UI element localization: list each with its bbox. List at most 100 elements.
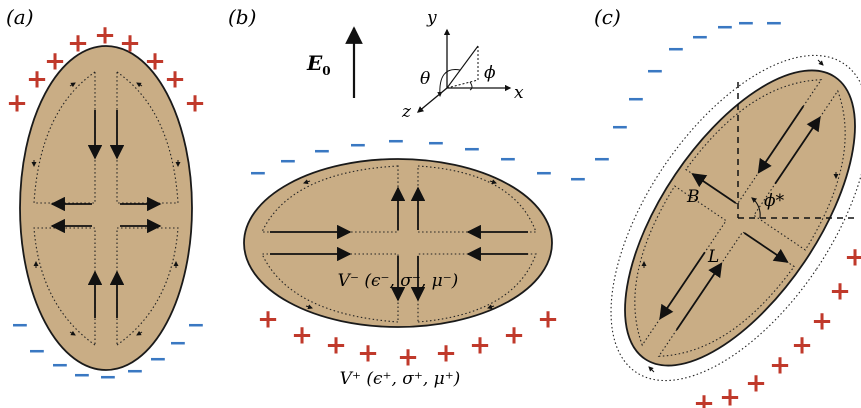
flow-loop-a bbox=[116, 227, 179, 347]
flow-arrow bbox=[743, 232, 789, 263]
minus-charge: − bbox=[611, 115, 629, 140]
minus-charge: − bbox=[11, 313, 29, 338]
flow-loop-a bbox=[33, 227, 96, 347]
minus-charge: − bbox=[99, 365, 117, 390]
surface-charges-a: + + ++ ++ ++ +−−− − − − −−− bbox=[6, 21, 206, 391]
loop-arrowhead bbox=[69, 82, 76, 88]
plus-charge: + bbox=[435, 339, 457, 369]
flow-loop-c bbox=[657, 231, 795, 357]
inner-region-label: V⁻ (ϵ⁻, σ⁻, μ⁻) bbox=[338, 271, 459, 291]
flow-arrow bbox=[675, 262, 723, 331]
theta-arc bbox=[437, 69, 461, 97]
surface-charges-b: ++ + + + + + ++− − − − − − − −− bbox=[249, 129, 559, 373]
drop-b bbox=[243, 158, 553, 328]
minus-charge: − bbox=[349, 133, 367, 158]
plus-charge: + bbox=[291, 321, 313, 351]
plus-charge: + bbox=[769, 351, 791, 381]
phi-label: ϕ bbox=[484, 63, 496, 83]
plus-charge: + bbox=[164, 65, 186, 95]
plus-charge: + bbox=[397, 343, 419, 373]
minus-charge: − bbox=[716, 15, 734, 40]
flow-arrow bbox=[757, 105, 805, 174]
plus-charge: + bbox=[67, 29, 89, 59]
minus-charge: − bbox=[149, 347, 167, 372]
plus-charge: + bbox=[325, 331, 347, 361]
panel-a-label: (a) bbox=[6, 5, 34, 29]
loop-arrowhead bbox=[817, 59, 824, 66]
plus-charge: + bbox=[257, 305, 279, 335]
x-axis-label: x bbox=[514, 83, 524, 103]
coordinate-axes: y x z θ ϕ bbox=[401, 8, 524, 122]
y-axis-label: y bbox=[426, 8, 437, 28]
flow-arrow bbox=[774, 116, 821, 185]
minus-charge: − bbox=[51, 353, 69, 378]
flow-arrow bbox=[659, 251, 706, 320]
minus-charge: − bbox=[313, 139, 331, 164]
loop-arrowhead bbox=[303, 179, 311, 185]
z-axis-line bbox=[416, 87, 448, 113]
plus-charge: + bbox=[693, 389, 715, 408]
flow-loop-a bbox=[116, 70, 179, 204]
plus-charge: + bbox=[44, 47, 66, 77]
plus-charge: + bbox=[745, 369, 767, 399]
loop-arrowhead bbox=[489, 179, 497, 185]
axis-l-label: L bbox=[707, 247, 719, 267]
minus-charge: − bbox=[593, 147, 611, 172]
minus-charge: − bbox=[169, 331, 187, 356]
flow-arrow bbox=[691, 173, 737, 204]
plus-charge: + bbox=[844, 243, 861, 273]
minus-charge: − bbox=[28, 339, 46, 364]
surface-charges-c: ++++++++−−−−−− − − − − bbox=[569, 11, 861, 408]
minus-charge: − bbox=[535, 161, 553, 186]
projection-line bbox=[446, 79, 479, 89]
loop-arrowhead bbox=[69, 330, 76, 336]
minus-charge: − bbox=[387, 129, 405, 154]
plus-charge: + bbox=[791, 331, 813, 361]
panel-b: (b) E0 y x z θ ϕ bbox=[228, 5, 559, 389]
plus-charge: + bbox=[829, 277, 851, 307]
minus-charge: − bbox=[646, 59, 664, 84]
minus-charge: − bbox=[73, 363, 91, 388]
panel-c: (c) ϕ* B L ++++++++−−−−−− − − − − bbox=[569, 5, 861, 408]
minus-charge: − bbox=[187, 313, 205, 338]
phi-star-arc bbox=[751, 197, 761, 219]
drop-a bbox=[19, 45, 193, 371]
plus-charge: + bbox=[719, 383, 741, 408]
plus-charge: + bbox=[26, 65, 48, 95]
minus-charge: − bbox=[499, 147, 517, 172]
plus-charge: + bbox=[811, 307, 833, 337]
plus-charge: + bbox=[537, 305, 559, 335]
flow-loop-c bbox=[634, 185, 727, 347]
minus-charge: − bbox=[691, 25, 709, 50]
plus-charge: + bbox=[119, 29, 141, 59]
loop-arrowhead bbox=[136, 82, 143, 88]
z-axis-label: z bbox=[401, 102, 412, 122]
direction-vector bbox=[446, 45, 479, 89]
minus-charge: − bbox=[249, 161, 267, 186]
outer-region-label: V⁺ (ϵ⁺, σ⁺, μ⁺) bbox=[340, 369, 461, 389]
plus-charge: + bbox=[469, 331, 491, 361]
minus-charge: − bbox=[627, 87, 645, 112]
loop-arrowhead bbox=[648, 366, 655, 373]
flow-loop-b bbox=[417, 253, 537, 323]
loop-arrowhead bbox=[487, 304, 495, 310]
minus-charge: − bbox=[463, 137, 481, 162]
field-label: E0 bbox=[306, 51, 331, 78]
minus-charge: − bbox=[569, 167, 587, 192]
plus-charge: + bbox=[94, 21, 116, 51]
flow-loop-a bbox=[33, 70, 96, 204]
theta-label: θ bbox=[420, 69, 430, 89]
loop-arrowhead bbox=[305, 304, 313, 310]
axis-b-label: B bbox=[686, 187, 700, 207]
flow-loop-b bbox=[261, 253, 399, 323]
loop-arrowhead bbox=[136, 330, 143, 336]
panel-a: (a) + + ++ ++ ++ +−−− − − − −−− bbox=[6, 5, 206, 390]
drop-c-flow bbox=[634, 79, 846, 357]
minus-charge: − bbox=[279, 149, 297, 174]
plus-charge: + bbox=[184, 89, 206, 119]
flow-loop-b bbox=[261, 165, 399, 233]
panel-c-label: (c) bbox=[594, 5, 621, 29]
phi-arc bbox=[469, 81, 473, 91]
minus-charge: − bbox=[765, 11, 783, 36]
